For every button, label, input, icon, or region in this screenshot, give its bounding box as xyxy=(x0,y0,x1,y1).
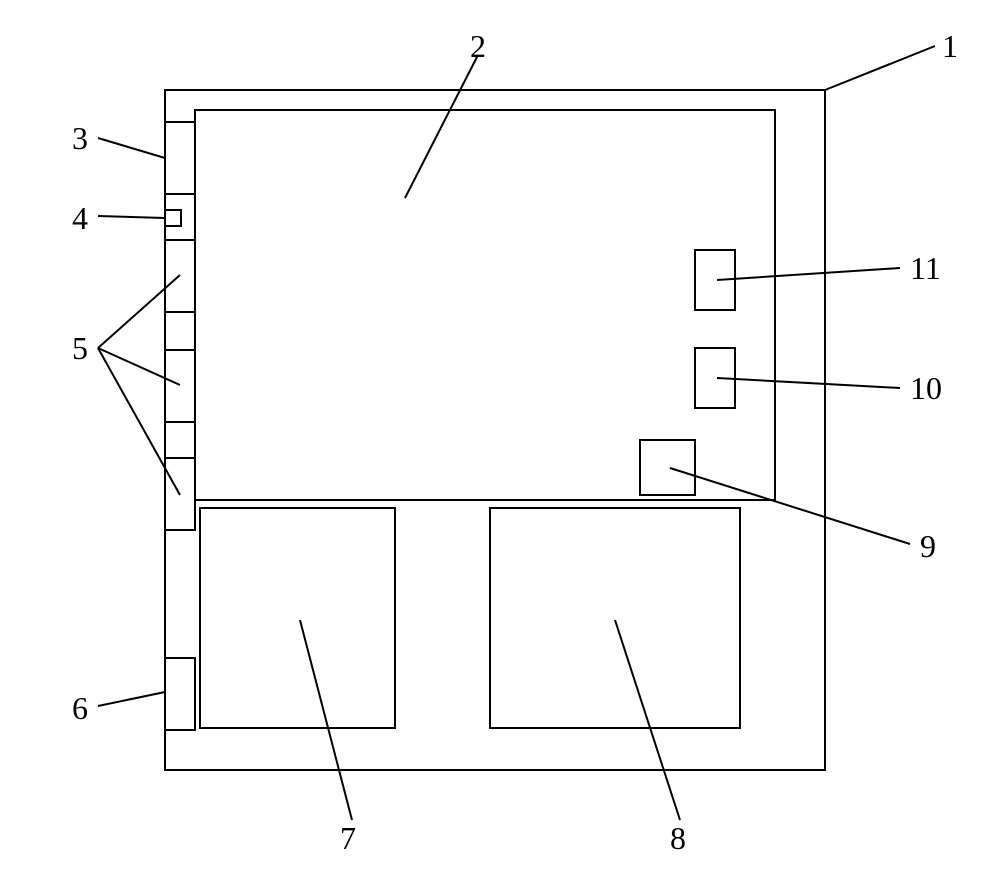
callout-label-11: 11 xyxy=(910,250,941,287)
edge-rect-3 xyxy=(165,122,195,194)
edge-rect-4 xyxy=(165,210,181,226)
callout-line xyxy=(98,692,165,706)
callout-label-1: 1 xyxy=(942,28,958,65)
inner-rect-9 xyxy=(640,440,695,495)
callout-label-3: 3 xyxy=(72,120,88,157)
callout-label-6: 6 xyxy=(72,690,88,727)
callout-label-8: 8 xyxy=(670,820,686,857)
schematic-diagram xyxy=(0,0,1000,876)
lower-box-7 xyxy=(200,508,395,728)
callout-label-10: 10 xyxy=(910,370,942,407)
callout-label-9: 9 xyxy=(920,528,936,565)
callout-line xyxy=(98,216,165,218)
edge-rect-6 xyxy=(165,658,195,730)
callout-label-2: 2 xyxy=(470,28,486,65)
callout-line xyxy=(670,468,910,544)
main-panel xyxy=(195,110,775,500)
callout-label-5: 5 xyxy=(72,330,88,367)
outer-frame xyxy=(165,90,825,770)
edge-rect-5b xyxy=(165,350,195,422)
callout-line xyxy=(717,378,900,388)
callout-label-4: 4 xyxy=(72,200,88,237)
callout-line xyxy=(405,55,478,198)
callout-line xyxy=(98,348,180,385)
callout-label-7: 7 xyxy=(340,820,356,857)
callout-line xyxy=(825,46,935,90)
callout-line xyxy=(98,138,165,158)
lower-box-8 xyxy=(490,508,740,728)
callout-line xyxy=(717,268,900,280)
callout-line xyxy=(300,620,352,820)
callout-line xyxy=(615,620,680,820)
